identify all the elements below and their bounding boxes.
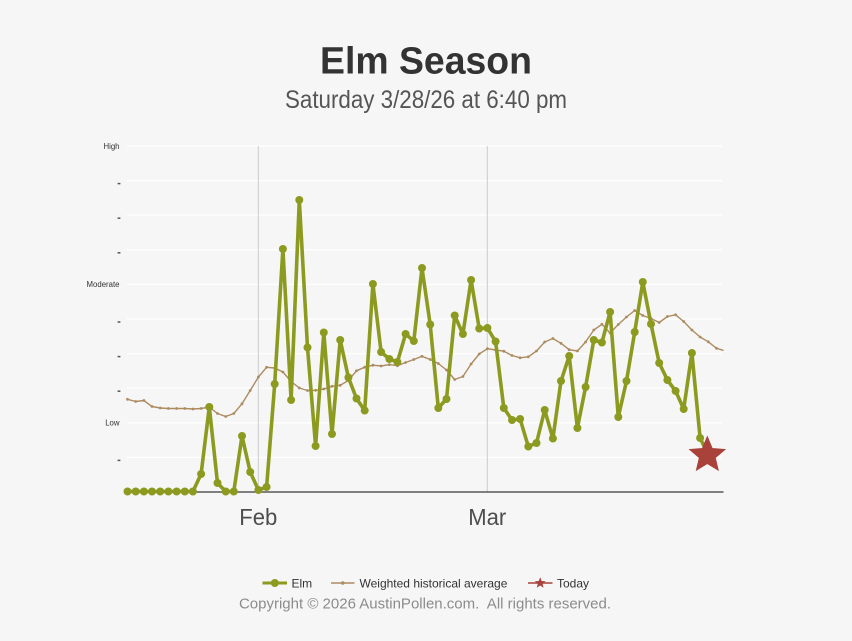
svg-text:Today: Today <box>557 577 589 591</box>
svg-text:Feb: Feb <box>239 504 277 530</box>
svg-text:High: High <box>103 142 119 151</box>
svg-text:Mar: Mar <box>468 504 506 530</box>
svg-text:Weighted historical average: Weighted historical average <box>360 577 508 591</box>
svg-text:Elm: Elm <box>292 577 313 591</box>
svg-text:Low: Low <box>105 419 120 428</box>
svg-text:Copyright © 2026 AustinPollen.: Copyright © 2026 AustinPollen.com. All r… <box>239 596 611 613</box>
svg-text:Saturday 3/28/26 at 6:40 pm: Saturday 3/28/26 at 6:40 pm <box>285 86 567 114</box>
svg-text:Elm Season: Elm Season <box>320 41 532 83</box>
svg-text:Moderate: Moderate <box>87 280 120 289</box>
